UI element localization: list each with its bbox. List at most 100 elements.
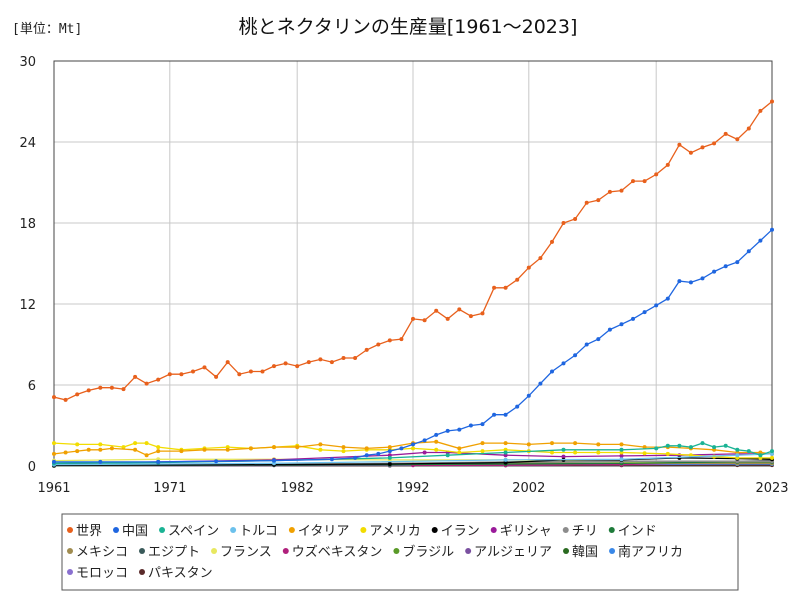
legend-label: ウズベキスタン (292, 544, 383, 560)
data-point (654, 172, 659, 177)
series-line (53, 453, 773, 466)
data-point (515, 277, 520, 282)
data-point (573, 353, 578, 358)
data-point (387, 462, 392, 466)
legend-label: 中国 (122, 524, 148, 539)
data-point (387, 449, 392, 454)
data-point (596, 198, 601, 203)
data-point (561, 454, 566, 459)
data-point (121, 387, 126, 392)
data-point (98, 442, 103, 447)
data-point (63, 397, 68, 402)
data-point (688, 280, 693, 285)
data-point (700, 276, 705, 281)
legend-label: メキシコ (76, 545, 128, 560)
data-point (665, 162, 670, 167)
data-point (503, 441, 508, 446)
legend-marker (393, 548, 400, 554)
x-tick-label: 1971 (153, 481, 186, 496)
x-tick-label: 2002 (512, 481, 545, 496)
data-point (75, 449, 80, 454)
data-point (607, 327, 612, 332)
data-point (52, 441, 56, 446)
data-point (723, 443, 728, 448)
data-point (712, 445, 717, 450)
legend-item: エジプト (139, 545, 200, 560)
legend-label: 南アフリカ (618, 544, 683, 560)
data-point (561, 361, 566, 366)
data-point (109, 385, 114, 390)
data-point (503, 457, 508, 462)
data-point (457, 450, 462, 455)
data-point (619, 188, 624, 193)
data-point (318, 442, 323, 447)
data-point (561, 221, 566, 225)
data-point (306, 360, 311, 365)
data-point (179, 372, 184, 377)
x-tick-label: 2013 (640, 481, 673, 496)
data-point (98, 447, 103, 452)
data-point (457, 446, 462, 451)
data-point (607, 189, 612, 194)
grid (53, 60, 773, 467)
data-point (434, 308, 439, 313)
data-point (642, 310, 647, 315)
legend-item: 中国 (113, 524, 148, 539)
legend-label: チリ (572, 524, 598, 539)
legend-item: ウズベキスタン (282, 544, 383, 560)
data-point (364, 347, 369, 352)
data-point (121, 445, 126, 450)
chart-title: 桃とネクタリンの生産量[1961～2023] (239, 16, 578, 38)
data-point (457, 307, 462, 312)
legend-label: イタリア (298, 524, 349, 539)
series-中国 (52, 227, 774, 464)
data-point (677, 443, 682, 448)
data-point (445, 316, 450, 321)
legend-label: 世界 (76, 524, 102, 539)
data-point (341, 449, 346, 454)
data-point (75, 442, 80, 447)
legend-marker (211, 548, 218, 554)
legend-marker (67, 548, 73, 554)
legend-item: 韓国 (563, 545, 598, 560)
data-point (550, 441, 554, 446)
data-point (700, 441, 705, 446)
data-point (399, 446, 404, 451)
x-tick-label: 1982 (281, 481, 314, 496)
data-point (411, 442, 415, 447)
data-point (225, 447, 230, 452)
data-point (75, 392, 80, 397)
data-point (98, 385, 103, 390)
legend-marker (490, 527, 497, 533)
data-point (503, 285, 508, 290)
series-line (53, 441, 773, 456)
data-point (353, 455, 358, 460)
y-tick-label: 0 (28, 460, 36, 475)
legend-marker (113, 527, 120, 533)
data-point (596, 337, 601, 342)
data-point (642, 179, 647, 184)
data-point (700, 145, 705, 150)
legend-marker (288, 527, 295, 533)
data-point (526, 265, 531, 270)
x-tick-label: 2023 (755, 481, 788, 496)
legend-marker (609, 548, 616, 554)
data-point (573, 450, 578, 455)
data-point (584, 200, 589, 205)
data-point (144, 441, 149, 446)
y-tick-label: 24 (19, 136, 36, 151)
legend-item: スペイン (159, 524, 219, 539)
legend-label: イラン (441, 524, 480, 539)
legend-label: アルジェリア (474, 545, 552, 560)
data-point (503, 450, 508, 455)
data-point (387, 455, 392, 460)
data-point (156, 445, 161, 450)
data-point (133, 374, 138, 379)
data-point (619, 447, 624, 452)
data-point (480, 449, 485, 454)
data-point (202, 365, 207, 370)
y-tick-label: 12 (19, 298, 36, 313)
data-point (272, 364, 276, 369)
data-point (746, 249, 751, 254)
